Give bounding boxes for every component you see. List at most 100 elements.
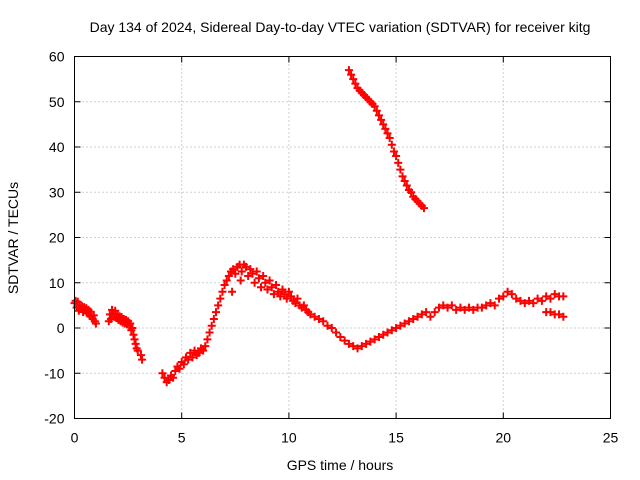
data-point — [327, 324, 336, 332]
data-point — [434, 303, 443, 312]
data-point — [362, 339, 371, 348]
series-sdtvar — [70, 66, 568, 387]
data-point — [383, 328, 392, 337]
data-point — [353, 344, 362, 353]
data-point — [499, 292, 508, 301]
data-point — [396, 321, 405, 330]
data-point — [188, 353, 197, 362]
data-point — [169, 373, 178, 382]
data-point — [400, 176, 409, 185]
data-point — [201, 342, 210, 351]
data-point — [259, 271, 268, 280]
y-axis-label: SDTVAR / TECUs — [5, 182, 21, 294]
y-tick-label: 20 — [49, 230, 65, 246]
data-point — [546, 294, 555, 303]
x-axis-label: GPS time / hours — [287, 457, 394, 473]
data-point — [456, 303, 465, 312]
data-point — [306, 310, 315, 319]
data-point — [525, 296, 534, 305]
plot-frame — [74, 56, 611, 419]
tick-labels: 0 5 10 15 20 25 -20 -10 0 10 20 30 40 50 60 — [44, 49, 618, 446]
data-point — [520, 299, 529, 308]
data-point — [392, 324, 401, 332]
data-point — [366, 337, 375, 346]
data-point — [340, 336, 349, 345]
data-point — [171, 366, 180, 375]
y-tick-label: 50 — [49, 94, 65, 110]
data-point — [231, 269, 240, 278]
data-point — [430, 308, 439, 317]
data-point — [385, 133, 394, 142]
data-point — [344, 339, 353, 348]
y-tick-label: -20 — [44, 411, 64, 427]
data-point — [199, 346, 208, 355]
data-point — [537, 296, 546, 305]
y-tick-label: 30 — [49, 184, 65, 200]
data-point — [370, 335, 379, 344]
data-point — [129, 330, 138, 339]
data-point — [263, 285, 272, 294]
data-point — [413, 312, 422, 321]
data-point — [422, 308, 431, 317]
data-point — [486, 299, 495, 308]
data-point — [246, 265, 255, 274]
data-point — [293, 294, 302, 303]
data-point — [336, 333, 345, 342]
data-point — [507, 290, 516, 299]
data-point — [126, 319, 135, 328]
data-point — [272, 281, 281, 290]
y-tick-label: -10 — [44, 365, 64, 381]
data-point — [464, 303, 473, 312]
data-point — [291, 299, 300, 308]
data-point — [282, 294, 291, 303]
data-point — [184, 355, 193, 364]
data-point — [419, 204, 428, 213]
data-point — [261, 278, 270, 287]
data-point — [512, 294, 521, 303]
data-point — [351, 79, 360, 88]
data-point — [280, 290, 289, 299]
data-point — [212, 308, 221, 317]
data-point — [138, 355, 147, 364]
data-point — [250, 278, 259, 287]
data-point — [186, 348, 195, 357]
data-point — [404, 317, 413, 326]
data-point — [349, 342, 358, 351]
data-point — [482, 301, 491, 310]
data-point — [179, 360, 188, 369]
data-point — [372, 106, 381, 115]
data-point — [248, 269, 257, 278]
data-point — [495, 294, 504, 303]
data-point — [175, 364, 184, 373]
data-point — [242, 262, 251, 271]
data-point — [460, 305, 469, 314]
x-tick-label: 25 — [603, 430, 619, 446]
data-point — [347, 70, 356, 79]
data-point — [133, 346, 142, 355]
data-point — [244, 271, 253, 280]
data-point — [396, 165, 405, 174]
data-point — [284, 287, 293, 296]
data-point — [314, 314, 323, 323]
data-point — [439, 301, 448, 310]
x-tick-label: 10 — [281, 430, 297, 446]
data-point — [267, 283, 276, 292]
data-point — [443, 303, 452, 312]
data-point — [374, 333, 383, 342]
data-point — [559, 312, 568, 321]
data-point — [398, 172, 407, 181]
data-point — [160, 373, 169, 382]
data-point — [237, 267, 246, 276]
data-point — [310, 312, 319, 321]
x-tick-label: 20 — [496, 430, 512, 446]
data-points — [70, 66, 568, 387]
x-tick-label: 0 — [71, 430, 79, 446]
data-point — [447, 301, 456, 310]
data-point — [379, 120, 388, 129]
data-point — [469, 305, 478, 314]
x-tick-label: 5 — [178, 430, 186, 446]
grid-lines — [74, 56, 611, 419]
x-tick-label: 15 — [388, 430, 404, 446]
data-point — [228, 287, 237, 296]
data-point — [389, 147, 398, 156]
